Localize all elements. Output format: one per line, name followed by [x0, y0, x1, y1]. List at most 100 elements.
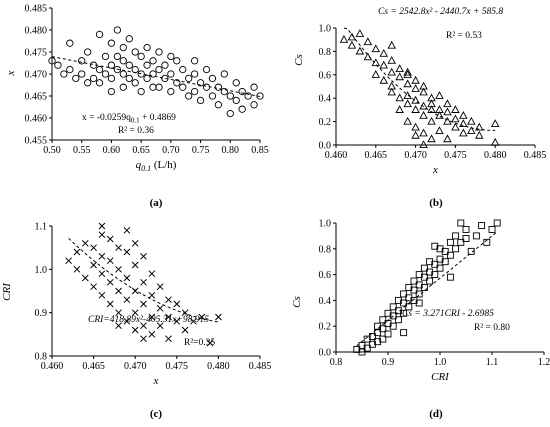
data-point-square — [368, 333, 376, 340]
data-point-triangle — [451, 105, 460, 113]
y-tick-label: 1.0 — [35, 265, 48, 276]
x-tick-label: 1.0 — [434, 357, 447, 368]
x-tick-label: 0.65 — [132, 145, 150, 156]
data-point-square — [462, 225, 470, 233]
data-point-triangle — [427, 116, 436, 125]
x-axis-label: x — [432, 164, 438, 176]
panel-label: (c) — [150, 408, 163, 420]
data-point-cross — [98, 222, 106, 230]
y-tick-label: 0.0 — [319, 348, 332, 359]
data-point-triangle — [443, 99, 452, 108]
y-tick-label: 0.455 — [25, 136, 48, 147]
data-point-square — [457, 238, 465, 246]
data-point-circle — [113, 52, 122, 61]
data-point-cross — [123, 274, 131, 282]
trendline — [51, 56, 261, 97]
data-point-circle — [208, 74, 217, 83]
panel-label: (a) — [150, 197, 163, 209]
data-point-square — [420, 284, 428, 291]
data-point-circle — [66, 65, 74, 74]
data-point-triangle — [451, 114, 460, 123]
data-point-triangle — [411, 130, 420, 139]
y-tick-label: 0.6 — [319, 70, 332, 81]
y-tick-label: 0.475 — [25, 48, 48, 59]
data-point-triangle — [467, 116, 476, 125]
data-point-square — [389, 312, 397, 320]
y-tick-label: 0.4 — [319, 94, 332, 105]
data-point-triangle — [403, 67, 412, 76]
panel-c: 0.460 0.465 0.470 0.475 0.480 0.485 0.8 0.9 1.0 1… — [1, 222, 271, 421]
data-point-circle — [173, 57, 181, 65]
data-point-square — [420, 264, 428, 272]
data-point-square — [415, 299, 423, 307]
data-point-circle — [214, 83, 223, 91]
x-tick-label: 0.460 — [41, 361, 64, 372]
data-point-cross — [140, 335, 147, 343]
data-point-triangle — [387, 67, 396, 76]
data-point-cross — [90, 261, 97, 269]
data-point-cross — [198, 313, 206, 321]
data-point-square — [400, 299, 408, 307]
x-tick-label: 1.1 — [486, 357, 499, 368]
data-point-triangle — [451, 122, 460, 131]
data-point-circle — [66, 39, 74, 47]
data-point-circle — [125, 74, 133, 83]
data-point-circle — [107, 39, 116, 47]
data-point-square — [400, 290, 408, 298]
data-point-cross — [73, 265, 81, 273]
data-point-cross — [106, 278, 114, 286]
data-point-cross — [190, 317, 197, 325]
y-tick-label: 0.8 — [319, 47, 332, 58]
data-point-circle — [250, 101, 258, 109]
y-tick-label: 1.0 — [319, 24, 332, 35]
data-point-circle — [179, 83, 187, 91]
data-point-square — [410, 277, 418, 285]
data-point-cross — [148, 313, 156, 321]
data-point-circle — [84, 48, 92, 56]
data-point-square — [478, 222, 486, 230]
data-point-cross — [206, 339, 214, 347]
data-point-circle — [167, 52, 175, 61]
data-point-triangle — [419, 111, 428, 119]
data-point-circle — [208, 92, 217, 100]
y-tick-label: 0.465 — [25, 92, 48, 103]
data-point-circle — [131, 48, 139, 56]
data-point-square — [389, 303, 397, 311]
y-tick-label: 1.1 — [35, 222, 48, 233]
data-point-cross — [140, 278, 147, 286]
data-point-cross — [98, 231, 106, 239]
data-point-triangle — [387, 56, 396, 64]
data-point-triangle — [411, 122, 420, 131]
data-point-cross — [98, 291, 106, 299]
data-point-cross — [115, 265, 122, 273]
data-point-circle — [226, 109, 234, 118]
data-point-square — [431, 260, 439, 268]
data-point-triangle — [411, 95, 420, 104]
x-tick-label: 0.465 — [365, 150, 388, 161]
data-point-square — [400, 329, 408, 337]
data-point-circle — [119, 57, 127, 65]
data-point-cross — [123, 296, 131, 304]
data-point-circle — [185, 92, 193, 100]
regression-equation: Cs = 2542.8x² - 2440.7x + 585.8 — [378, 7, 503, 17]
data-point-square — [441, 247, 449, 255]
data-point-cross — [115, 309, 122, 317]
data-point-square — [452, 232, 460, 240]
data-point-circle — [131, 79, 139, 87]
data-point-triangle — [459, 128, 468, 137]
data-point-square — [462, 235, 470, 242]
data-point-square — [379, 335, 387, 343]
data-point-cross — [156, 304, 164, 312]
data-point-cross — [165, 313, 172, 321]
data-point-triangle — [379, 75, 389, 84]
data-point-cross — [181, 326, 189, 334]
data-point-triangle — [490, 119, 500, 127]
data-point-square — [467, 247, 475, 255]
data-point-cross — [123, 317, 131, 325]
data-point-circle — [173, 79, 181, 87]
data-point-cross — [123, 248, 131, 256]
data-point-circle — [101, 52, 110, 61]
data-point-circle — [143, 61, 151, 69]
y-tick-label: 0.8 — [319, 244, 332, 255]
